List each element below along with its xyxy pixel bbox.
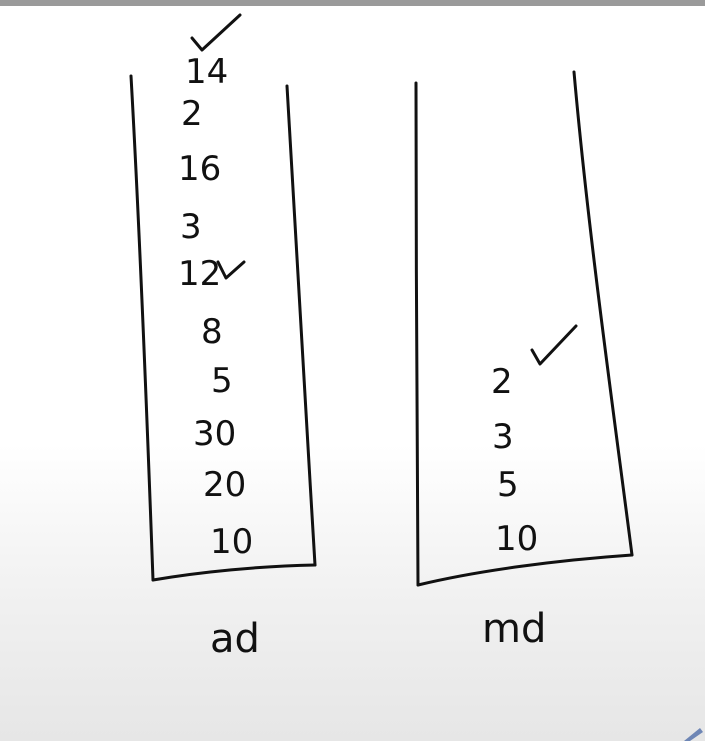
stack-md-left-wall bbox=[414, 81, 420, 587]
check-mark-icon bbox=[216, 260, 246, 280]
stack-item: 2 bbox=[181, 94, 203, 134]
stack-md-right-wall bbox=[572, 70, 634, 557]
stack-item: 2 bbox=[491, 362, 513, 402]
window-top-bar bbox=[0, 0, 705, 6]
stack-item: 30 bbox=[193, 414, 236, 454]
stack-item: 5 bbox=[497, 465, 519, 505]
stack-ad-right-wall bbox=[285, 84, 317, 567]
check-mark-icon bbox=[530, 324, 578, 366]
stack-item: 12 bbox=[178, 254, 221, 294]
pen-cursor-icon bbox=[684, 728, 703, 741]
stack-md: 2 3 5 10 md bbox=[414, 70, 634, 652]
stack-item: 16 bbox=[178, 149, 221, 189]
stack-md-bottom bbox=[416, 553, 634, 587]
stack-ad-left-wall bbox=[129, 74, 155, 582]
stack-item: 20 bbox=[203, 465, 246, 505]
stack-ad-bottom bbox=[151, 563, 317, 582]
check-mark-icon bbox=[190, 13, 242, 52]
stack-item: 3 bbox=[492, 417, 514, 457]
stack-item: 14 bbox=[185, 52, 228, 92]
stack-item: 10 bbox=[495, 519, 538, 559]
stack-item: 8 bbox=[201, 312, 223, 352]
stack-item: 10 bbox=[210, 522, 253, 562]
stack-ad: 14 2 16 3 12 8 5 30 20 10 ad bbox=[129, 13, 317, 662]
stack-label: md bbox=[482, 606, 546, 652]
stack-label: ad bbox=[210, 616, 260, 662]
stack-item: 5 bbox=[211, 361, 233, 401]
stack-item: 3 bbox=[180, 207, 202, 247]
